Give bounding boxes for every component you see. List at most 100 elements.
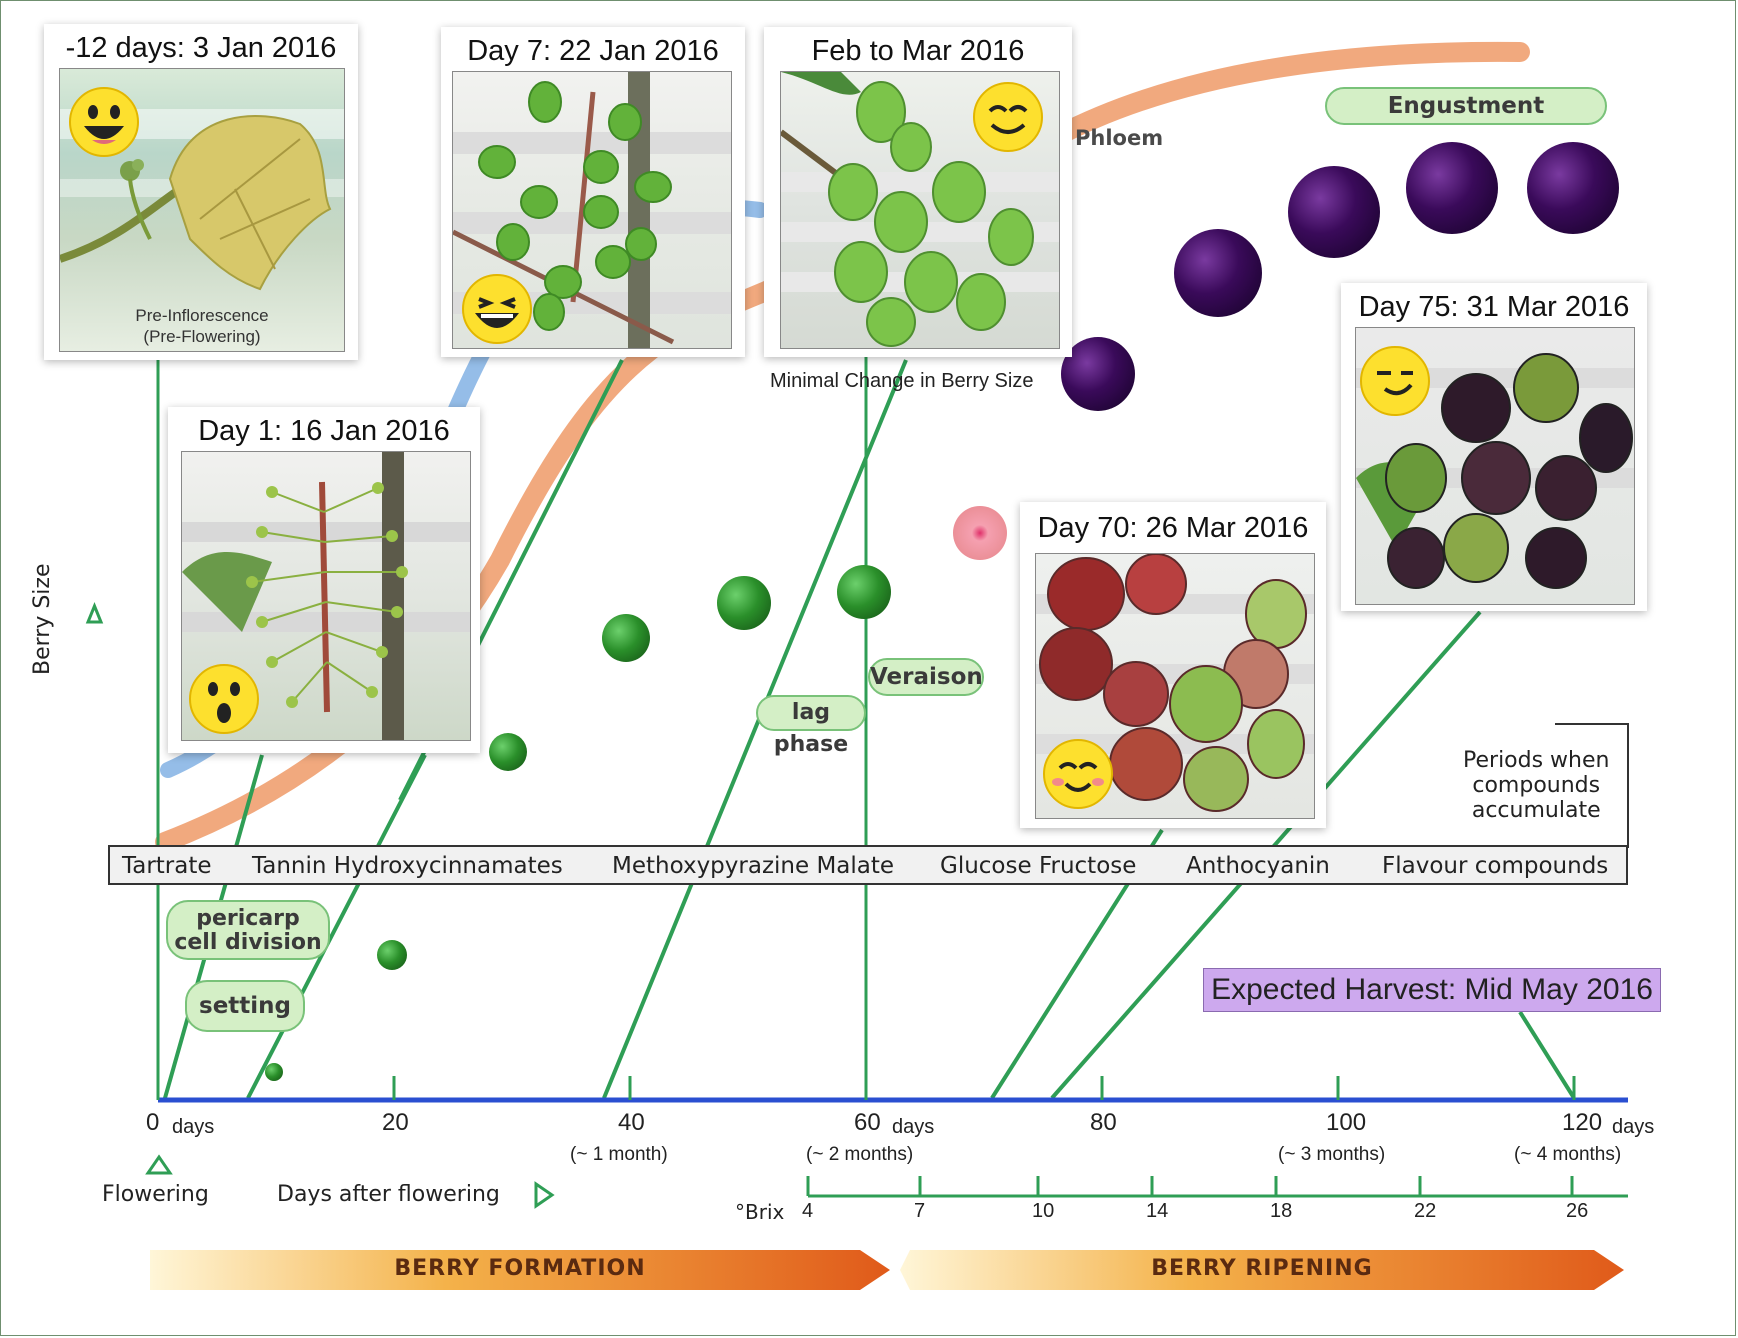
days-axis-ticks <box>156 1076 1576 1100</box>
berry-marker-8-purple <box>1061 337 1135 411</box>
day-unit-0: days <box>172 1116 215 1138</box>
day-label-0: 0 <box>146 1109 160 1136</box>
setting-pill: setting <box>185 980 305 1032</box>
pericarp-line1: pericarp <box>196 906 300 931</box>
compound-anthocyanin: Anthocyanin <box>1186 853 1330 879</box>
card-day-1-title: Day 1: 16 Jan 2016 <box>198 415 450 447</box>
berry-marker-4-green <box>602 614 650 662</box>
green-bunch-graphic <box>781 72 1059 347</box>
smiling-face-icon <box>973 82 1043 152</box>
berry-marker-6-green <box>837 565 891 619</box>
veraison-bunch-photo <box>1035 553 1315 819</box>
day-note-100: (~ 3 months) <box>1278 1144 1386 1165</box>
days-after-flowering-label: Days after flowering <box>277 1182 500 1207</box>
berry-ripening-arrow-shape <box>900 1250 1624 1290</box>
berry-marker-1-green <box>265 1063 283 1081</box>
berry-formation-arrow-shape <box>150 1250 890 1290</box>
pointer-line-harvest <box>1518 1010 1576 1100</box>
pointer-line-day1 <box>246 754 427 1099</box>
berry-marker-3-green <box>489 733 527 771</box>
vine-leaf-graphic <box>60 109 344 291</box>
card-day-75-title: Day 75: 31 Mar 2016 <box>1358 291 1630 323</box>
berry-marker-9-purple <box>1174 229 1262 317</box>
expected-harvest-box: Expected Harvest: Mid May 2016 <box>1203 968 1661 1012</box>
card-feb-mar: Feb to Mar 2016 <box>764 27 1072 357</box>
compound-glucose: Glucose Fructose <box>940 853 1137 879</box>
periods-line2: compounds <box>1472 773 1601 798</box>
card-day-75: Day 75: 31 Mar 2016 <box>1341 283 1647 611</box>
brix-label-10: 10 <box>1032 1200 1055 1222</box>
brix-label-26: 26 <box>1566 1200 1589 1222</box>
flowering-label: Flowering <box>102 1182 209 1207</box>
day-label-40: 40 <box>618 1109 645 1136</box>
day-note-120: (~ 4 months) <box>1514 1144 1622 1165</box>
flowering-cluster-graphic <box>182 452 470 740</box>
brix-label-7: 7 <box>914 1200 926 1222</box>
days-after-flowering-arrow-icon <box>534 1181 555 1209</box>
berry-marker-2-green <box>377 940 407 970</box>
card-day-70: Day 70: 26 Mar 2016 <box>1020 502 1326 828</box>
card-day-7-title: Day 7: 22 Jan 2016 <box>467 35 719 67</box>
brix-label: °Brix <box>735 1200 785 1224</box>
veraison-bunch-graphic <box>1036 554 1314 812</box>
pre-inflorescence-caption-line1: Pre-Inflorescence <box>135 306 269 325</box>
compound-flavour: Flavour compounds <box>1382 853 1609 879</box>
pre-inflorescence-caption-line2: (Pre-Flowering) <box>143 327 261 346</box>
card-day-70-title: Day 70: 26 Mar 2016 <box>1037 512 1309 544</box>
day-unit-60: days <box>892 1116 935 1138</box>
periods-label: Periods when compounds accumulate <box>1463 748 1609 823</box>
card-day-1: Day 1: 16 Jan 2016 <box>168 407 480 753</box>
card-feb-mar-title: Feb to Mar 2016 <box>811 35 1025 67</box>
lag-phase-pill: lag phase <box>756 695 866 757</box>
day-label-120: 120 <box>1562 1109 1603 1136</box>
berry-marker-10-purple <box>1288 166 1380 258</box>
card-pre-inflorescence: -12 days: 3 Jan 2016 Pre-Inflorescence (… <box>44 24 358 360</box>
day-note-40: (~ 1 month) <box>570 1144 668 1165</box>
veraison-pill: Veraison <box>868 658 984 696</box>
engustment-pill: Engustment <box>1325 87 1607 125</box>
berry-size-label: Berry Size <box>30 563 55 675</box>
day-label-20: 20 <box>382 1109 409 1136</box>
compound-methoxypyrazine: Methoxypyrazine Malate <box>612 853 895 879</box>
grinning-face-icon <box>69 87 139 157</box>
card-pre-inflorescence-title: -12 days: 3 Jan 2016 <box>65 32 337 64</box>
pointer-line-febmar <box>602 359 908 1099</box>
periods-line3: accumulate <box>1471 798 1601 823</box>
day-note-60: (~ 2 months) <box>806 1144 914 1165</box>
berry-ripening-label: BERRY RIPENING <box>1151 1256 1373 1281</box>
berry-size-triangle-icon <box>85 602 104 624</box>
compound-tartrate: Tartrate <box>122 853 212 879</box>
brix-axis-ticks <box>806 1176 1574 1196</box>
berry-formation-label: BERRY FORMATION <box>394 1256 646 1281</box>
compound-tannin: Tannin Hydroxycinnamates <box>252 853 563 879</box>
periods-bracket <box>1555 723 1629 848</box>
day-unit-120: days <box>1612 1116 1655 1138</box>
berry-marker-11-purple <box>1406 142 1498 234</box>
berry-markers <box>265 142 1619 1081</box>
laughing-face-icon <box>462 274 532 344</box>
pericarp-cell-division-pill: pericarp cell division <box>166 900 330 960</box>
brix-label-4: 4 <box>802 1200 814 1222</box>
berry-marker-12-purple <box>1527 142 1619 234</box>
winking-face-icon <box>1360 346 1430 416</box>
phloem-label: Phloem <box>1075 126 1164 150</box>
surprised-face-icon <box>189 664 259 734</box>
day-label-60: 60 <box>854 1109 881 1136</box>
berry-marker-5-green <box>717 576 771 630</box>
berry-ripening-arrow: BERRY RIPENING <box>900 1250 1624 1290</box>
periods-line1: Periods when <box>1463 748 1610 773</box>
brix-label-18: 18 <box>1270 1200 1293 1222</box>
flowering-triangle-icon <box>145 1154 173 1175</box>
minimal-change-caption: Minimal Change in Berry Size <box>770 370 1034 392</box>
brix-label-14: 14 <box>1146 1200 1169 1222</box>
blushing-face-icon <box>1043 739 1113 809</box>
compounds-bar <box>108 845 1628 885</box>
brix-label-22: 22 <box>1414 1200 1437 1222</box>
day-label-100: 100 <box>1326 1109 1367 1136</box>
green-bunch-photo <box>780 71 1060 349</box>
berry-formation-arrow: BERRY FORMATION <box>150 1250 890 1290</box>
pericarp-line2: cell division <box>174 930 322 955</box>
